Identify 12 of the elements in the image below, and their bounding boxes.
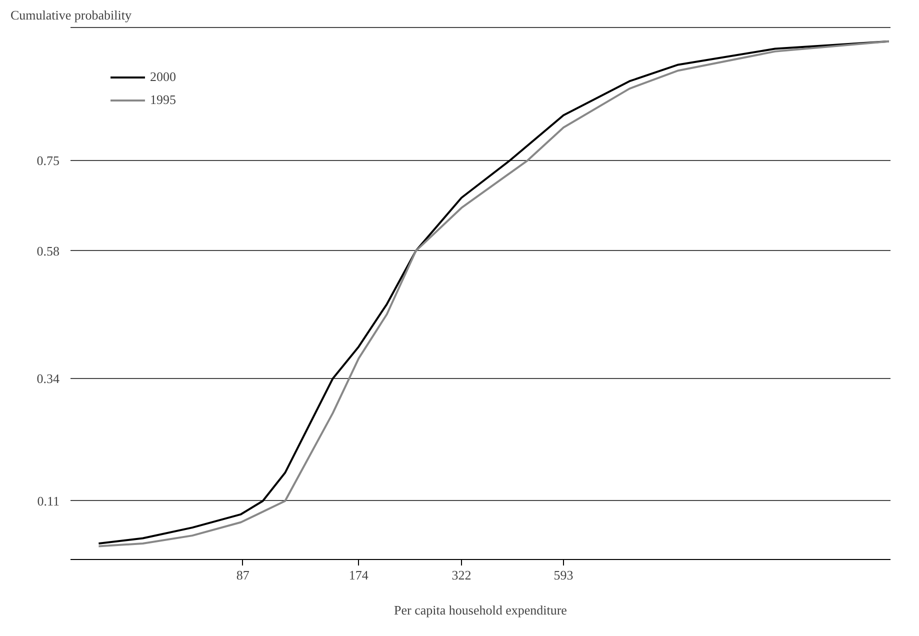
x-tick-label: 174 — [348, 568, 369, 582]
legend-label: 1995 — [150, 92, 176, 108]
x-tick-label: 87 — [236, 568, 250, 582]
x-tick-label: 322 — [452, 568, 472, 582]
x-tick-label: 593 — [554, 568, 574, 582]
x-axis-title: Per capita household expenditure — [394, 602, 568, 618]
y-tick-label: 0.34 — [36, 371, 60, 386]
y-tick-label: 0.58 — [36, 243, 60, 258]
y-axis-title: Cumulative probability — [10, 8, 132, 22]
legend-label: 2000 — [150, 69, 176, 85]
y-tick-label: 0.75 — [36, 153, 60, 168]
y-tick-label: 0.11 — [37, 493, 60, 508]
